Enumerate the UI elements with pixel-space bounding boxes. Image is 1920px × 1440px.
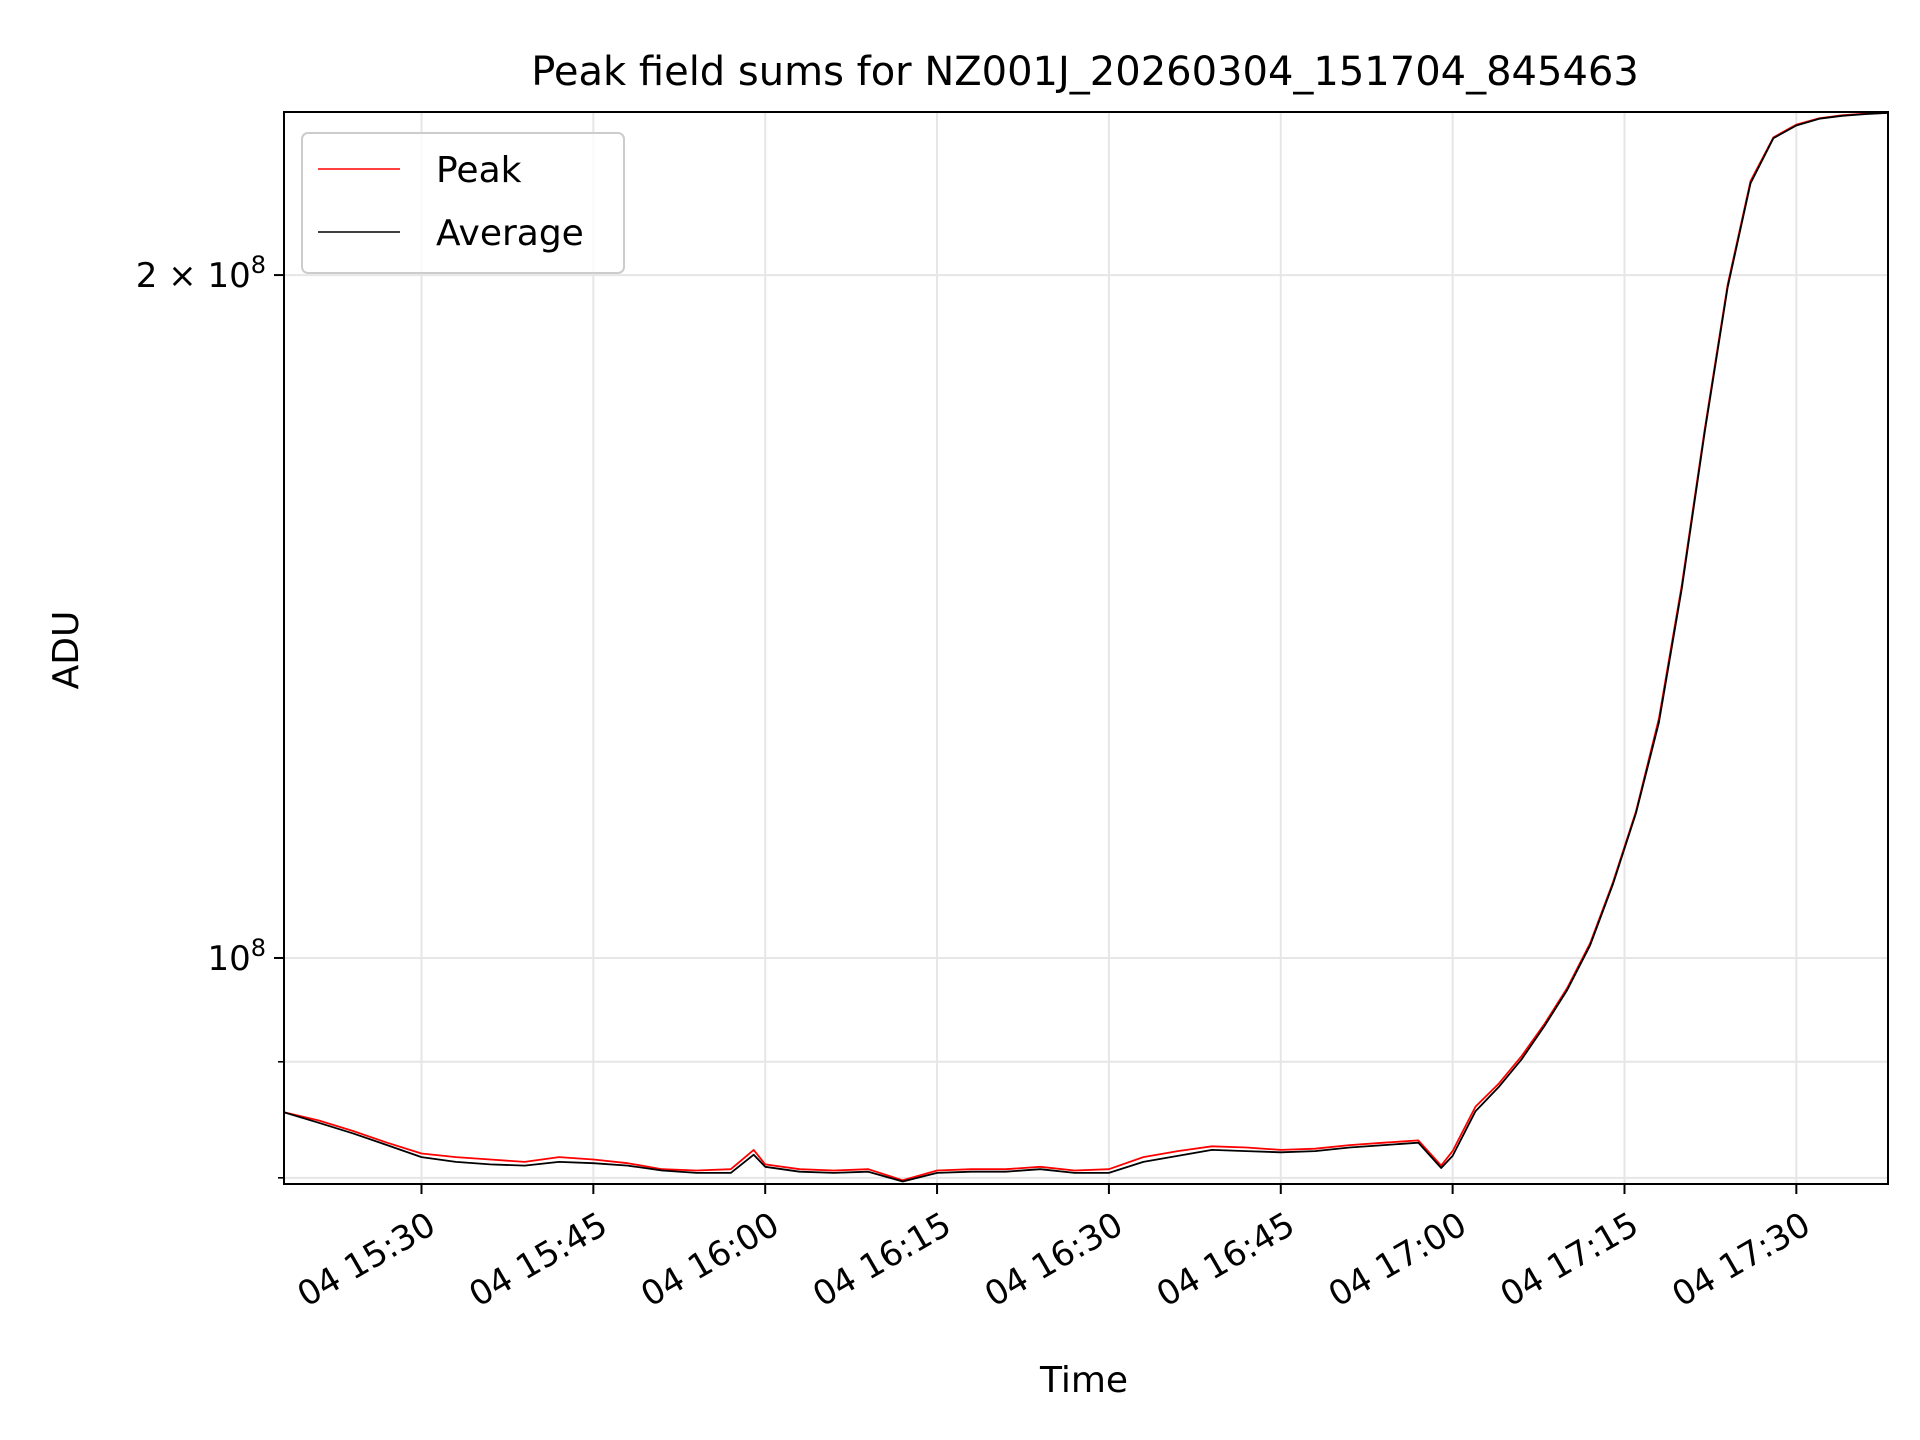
y-tick-label-base: 10 bbox=[207, 939, 250, 979]
y-tick-label-exponent: 8 bbox=[251, 934, 266, 962]
y-tick-label: 2 × 108 bbox=[136, 251, 266, 296]
y-tick-label-exponent: 8 bbox=[251, 251, 266, 279]
series-average-line bbox=[284, 112, 1888, 1183]
grid-lines bbox=[284, 112, 1888, 1184]
plot-series bbox=[284, 112, 1888, 1183]
y-axis-label: ADU bbox=[46, 611, 87, 690]
legend: Peak Average bbox=[301, 132, 625, 274]
legend-average-label: Average bbox=[436, 213, 584, 254]
legend-box bbox=[301, 132, 625, 274]
x-axis-label: Time bbox=[1039, 1360, 1128, 1401]
y-tick-label-base: 2 × 10 bbox=[136, 256, 251, 296]
chart-title: Peak field sums for NZ001J_20260304_1517… bbox=[531, 49, 1639, 95]
plot-frame bbox=[283, 111, 1889, 1185]
legend-peak-label: Peak bbox=[436, 150, 522, 191]
y-tick-label: 108 bbox=[207, 934, 266, 979]
